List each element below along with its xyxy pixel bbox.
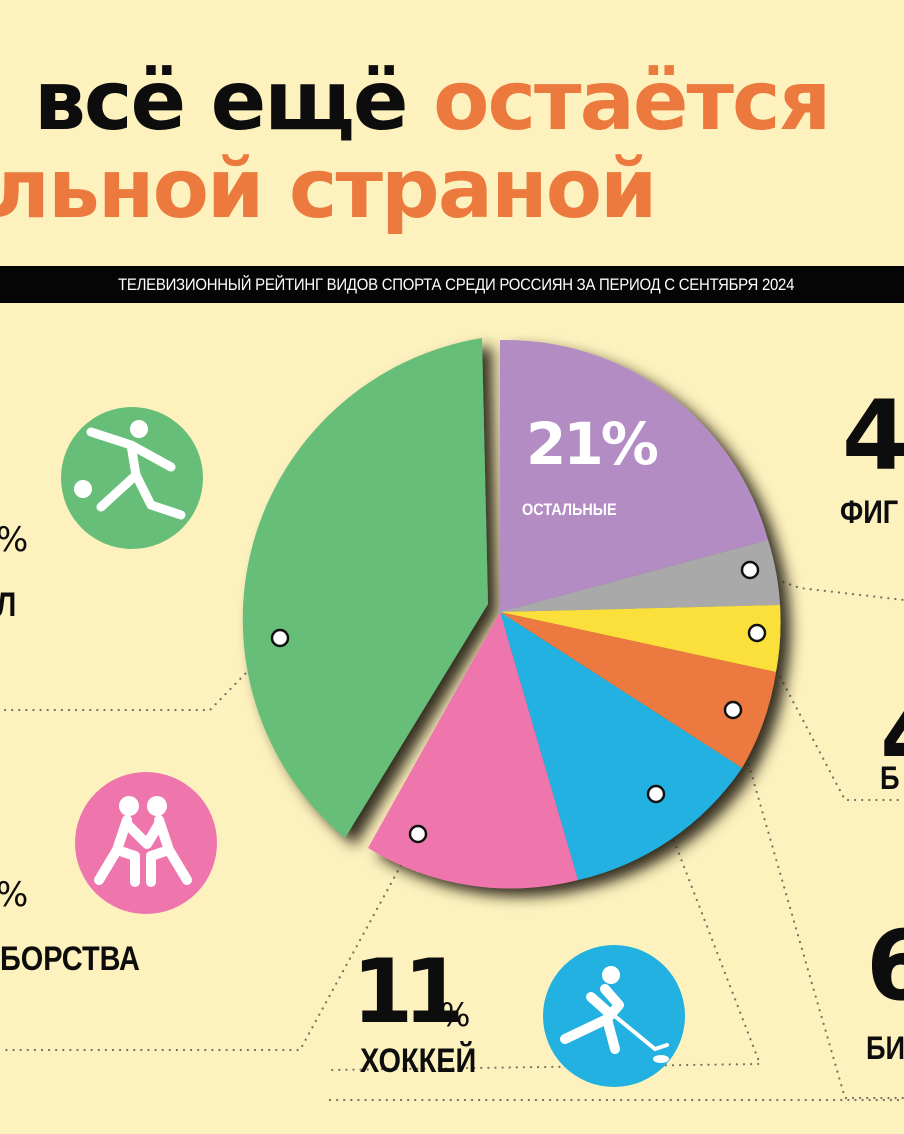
billiards-label: БИ [866,1030,904,1066]
marker-biathlon [747,623,767,643]
hockey-label: ХОККЕЙ [360,1042,477,1080]
hockey-value: 11 [352,940,465,1043]
slice-wrestling [368,612,578,889]
marker-football [270,628,290,648]
headline-orange-text: остаётся [433,54,831,149]
slice-figure-skating [500,540,780,612]
subtitle-text: ТЕЛЕВИЗИОННЫЙ РЕЙТИНГ ВИДОВ СПОРТА СРЕДИ… [118,275,795,294]
slice-hockey [500,612,742,880]
figure-skating-value: 4 [842,380,904,492]
slice-billiards [500,612,776,768]
others-label: ОСТАЛЬНЫЕ [522,500,617,519]
wrestling-pct: % [0,875,28,915]
leader-lines [0,568,904,1102]
headline-black-text: всё ещё [34,54,409,149]
figure-skating-label: ФИГ [840,494,899,530]
marker-wrestling [408,824,428,844]
hockey-pct: % [440,996,471,1034]
football-pct: % [0,520,28,560]
biathlon-value: 4 [880,680,904,792]
billiards-value: 6 [866,910,904,1022]
football-label: Л [0,586,16,625]
slice-football [242,338,488,838]
headline-line-1: всё ещё остаётся [34,52,831,152]
slice-markers [270,560,767,844]
biathlon-label: Б [880,760,900,796]
slice-biathlon [500,605,781,672]
marker-hockey [646,784,666,804]
marker-billiards [723,700,743,720]
subtitle-bar: ТЕЛЕВИЗИОННЫЙ РЕЙТИНГ ВИДОВ СПОРТА СРЕДИ… [0,266,904,303]
hockey-player-icon [543,945,685,1087]
wrestlers-icon [75,772,217,914]
wrestling-label: БОРСТВА [0,940,140,978]
soccer-player-icon [61,407,203,549]
slice-others [500,339,768,612]
others-value: 21% [526,410,659,478]
headline-line-2: льной страной [0,142,658,237]
marker-figure-skating [740,560,760,580]
